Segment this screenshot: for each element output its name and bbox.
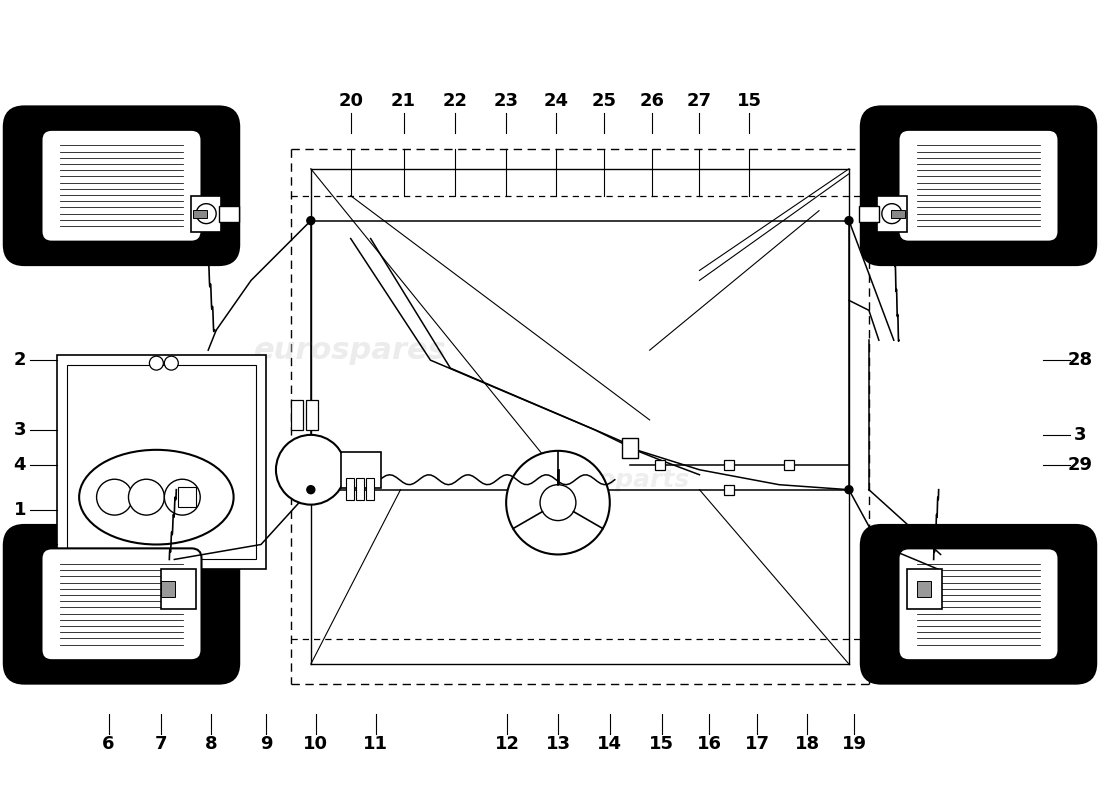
Text: 5: 5 xyxy=(13,535,26,554)
FancyBboxPatch shape xyxy=(899,548,1058,660)
Bar xyxy=(725,460,735,470)
Circle shape xyxy=(506,451,609,554)
Bar xyxy=(906,570,942,610)
FancyBboxPatch shape xyxy=(3,106,239,265)
Text: 13: 13 xyxy=(546,735,571,753)
Bar xyxy=(194,210,207,218)
Text: 14: 14 xyxy=(597,735,623,753)
Ellipse shape xyxy=(79,450,233,545)
Text: 28: 28 xyxy=(1068,351,1092,369)
Bar xyxy=(290,400,303,430)
Circle shape xyxy=(307,217,315,225)
Text: 3: 3 xyxy=(13,421,26,439)
Text: europarts: europarts xyxy=(551,468,689,492)
Text: 29: 29 xyxy=(1068,456,1092,474)
Circle shape xyxy=(307,486,315,494)
Text: 21: 21 xyxy=(390,92,416,110)
Bar xyxy=(365,478,374,500)
Circle shape xyxy=(164,479,200,515)
Circle shape xyxy=(164,356,178,370)
Circle shape xyxy=(845,486,853,494)
FancyBboxPatch shape xyxy=(861,525,1097,684)
Bar xyxy=(891,210,905,218)
Circle shape xyxy=(129,479,164,515)
Text: 16: 16 xyxy=(1068,535,1092,554)
Bar xyxy=(57,355,266,570)
Text: 3: 3 xyxy=(1074,426,1087,444)
Bar xyxy=(654,460,664,470)
Bar xyxy=(219,206,239,222)
Text: 18: 18 xyxy=(794,735,820,753)
FancyBboxPatch shape xyxy=(42,548,201,660)
Text: 1: 1 xyxy=(13,501,26,518)
FancyBboxPatch shape xyxy=(861,106,1097,265)
FancyBboxPatch shape xyxy=(42,130,201,242)
Bar xyxy=(621,438,638,458)
Bar xyxy=(178,487,196,507)
Text: 1: 1 xyxy=(13,242,26,259)
Text: 26: 26 xyxy=(639,92,664,110)
Text: 16: 16 xyxy=(1068,242,1092,259)
Circle shape xyxy=(276,435,345,505)
Text: 7: 7 xyxy=(155,735,167,753)
Circle shape xyxy=(882,204,902,224)
Text: 2: 2 xyxy=(13,351,26,369)
Circle shape xyxy=(540,485,576,521)
Circle shape xyxy=(196,204,217,224)
Text: 4: 4 xyxy=(13,456,26,474)
Text: 15: 15 xyxy=(649,735,674,753)
Text: 23: 23 xyxy=(494,92,519,110)
FancyBboxPatch shape xyxy=(899,130,1058,242)
Bar xyxy=(162,570,196,610)
Text: 15: 15 xyxy=(737,92,762,110)
Text: 27: 27 xyxy=(688,92,712,110)
Text: 25: 25 xyxy=(592,92,616,110)
Bar xyxy=(345,478,354,500)
Bar xyxy=(162,582,175,598)
FancyBboxPatch shape xyxy=(3,525,239,684)
Text: 11: 11 xyxy=(363,735,388,753)
Text: 20: 20 xyxy=(338,92,363,110)
Bar xyxy=(355,478,364,500)
Bar xyxy=(859,206,879,222)
Text: 6: 6 xyxy=(102,735,114,753)
Bar xyxy=(784,460,794,470)
Text: 22: 22 xyxy=(443,92,468,110)
Text: 8: 8 xyxy=(205,735,218,753)
Text: 19: 19 xyxy=(842,735,867,753)
Bar xyxy=(725,485,735,494)
Text: 12: 12 xyxy=(495,735,519,753)
Text: 17: 17 xyxy=(745,735,770,753)
Text: 10: 10 xyxy=(304,735,328,753)
Circle shape xyxy=(97,479,132,515)
Bar xyxy=(67,365,256,559)
Bar xyxy=(877,196,906,231)
Bar xyxy=(341,452,381,488)
Bar xyxy=(306,400,318,430)
Circle shape xyxy=(845,217,853,225)
Text: 24: 24 xyxy=(543,92,569,110)
Circle shape xyxy=(150,356,163,370)
Text: 16: 16 xyxy=(697,735,722,753)
Text: eurospares: eurospares xyxy=(254,336,447,365)
Text: 9: 9 xyxy=(260,735,272,753)
Bar xyxy=(916,582,931,598)
Bar xyxy=(191,196,221,231)
